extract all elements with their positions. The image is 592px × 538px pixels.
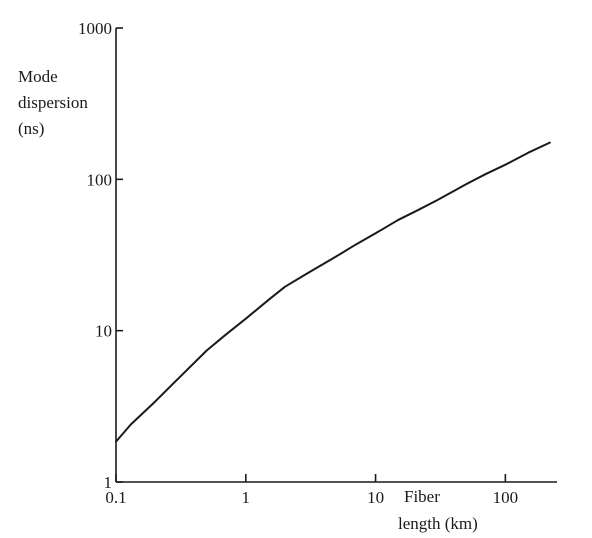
y-axis: 1 10 100 1000 bbox=[78, 19, 123, 492]
y-tick-label: 10 bbox=[95, 322, 112, 341]
x-tick-label: 10 bbox=[367, 488, 384, 507]
y-axis-title-line-3: (ns) bbox=[18, 119, 44, 138]
x-tick-label: 1 bbox=[242, 488, 251, 507]
y-axis-title-line-1: Mode bbox=[18, 67, 58, 86]
x-tick-label: 0.1 bbox=[105, 488, 126, 507]
x-axis-title-line-1: Fiber bbox=[404, 487, 440, 506]
y-tick-label: 100 bbox=[87, 170, 113, 189]
y-axis-title: Mode dispersion (ns) bbox=[18, 67, 88, 138]
x-tick-label: 100 bbox=[493, 488, 519, 507]
y-tick-label: 1 bbox=[104, 473, 113, 492]
y-tick-label: 1000 bbox=[78, 19, 112, 38]
x-axis: 0.1 1 10 100 bbox=[105, 474, 557, 507]
x-axis-title: Fiber length (km) bbox=[398, 487, 478, 533]
series-line bbox=[115, 141, 551, 443]
y-axis-title-line-2: dispersion bbox=[18, 93, 88, 112]
x-axis-title-line-2: length (km) bbox=[398, 514, 478, 533]
